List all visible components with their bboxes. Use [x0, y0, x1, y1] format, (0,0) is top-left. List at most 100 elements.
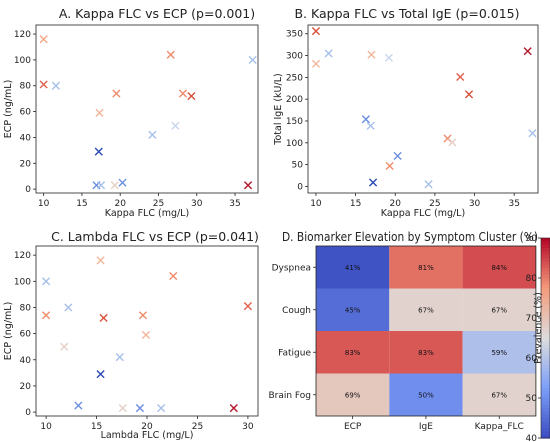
colorbar-tick-label: 90 [526, 234, 538, 244]
column-label: Kappa_FLC [475, 422, 524, 432]
column-label: ECP [344, 422, 362, 432]
scatter-point [41, 311, 51, 320]
colorbar-segment [541, 411, 550, 416]
colorbar-segment [541, 241, 550, 246]
panel-d-title: D. Biomarker Elevation by Symptom Cluste… [282, 229, 538, 244]
colorbar-segment [541, 284, 550, 289]
colorbar-segment [541, 394, 550, 399]
scatter-point [99, 313, 108, 323]
scatter-point [171, 121, 180, 130]
heatmap-cell [462, 288, 536, 331]
colorbar-segment [541, 294, 550, 299]
colorbar-segment [541, 324, 550, 329]
heatmap-cell [389, 373, 463, 416]
heatmap-cell [462, 331, 536, 374]
panel-b-scatter: B. Kappa FLC vs Total IgE (p=0.015) 10 15… [273, 6, 539, 219]
panel-b-y-ticks: 0 50 100 150 200 250 300 350 [286, 30, 308, 192]
colorbar-segment [541, 274, 550, 279]
x-tick-label: 10 [310, 199, 322, 209]
scatter-point [464, 90, 474, 99]
colorbar-segment [541, 328, 550, 332]
colorbar-segment [541, 418, 550, 422]
colorbar-segment [541, 381, 550, 386]
colorbar-segment [541, 251, 550, 256]
scatter-point [424, 180, 433, 189]
y-tick-label: 80 [20, 303, 32, 313]
panel-a-plot-area [35, 24, 259, 194]
colorbar-segment [541, 368, 550, 372]
scatter-point [528, 129, 537, 138]
panel-c-points [41, 256, 253, 413]
heatmap-cell-label: 69% [345, 391, 361, 399]
row-label: Fatigue [278, 348, 311, 358]
colorbar-segment [541, 434, 550, 439]
scatter-point [96, 181, 106, 190]
scatter-point [138, 311, 148, 320]
x-tick-label: 35 [229, 199, 240, 209]
colorbar-segment [541, 268, 550, 272]
colorbar-segment [541, 281, 550, 286]
colorbar-segment [541, 298, 550, 302]
heatmap-cell [462, 373, 536, 416]
colorbar-segment [541, 331, 550, 336]
heatmap-cell-label: 50% [418, 391, 434, 399]
scatter-point [311, 27, 321, 36]
y-tick-label: 350 [286, 30, 303, 40]
colorbar-segment [541, 308, 550, 312]
colorbar-segment [541, 341, 550, 346]
colorbar-tick-label: 60 [526, 354, 538, 364]
panel-b-x-ticks: 10 15 20 25 30 35 [310, 193, 520, 209]
heatmap-cell [389, 288, 463, 331]
colorbar-segment [541, 371, 550, 376]
row-label: Dyspnea [272, 263, 311, 273]
row-label: Brain Fog [268, 391, 311, 401]
panel-c-scatter: C. Lambda FLC vs ECP (p=0.041) 10 15 20 25 3… [3, 229, 259, 441]
colorbar-segment [541, 401, 550, 406]
scatter-point [94, 147, 103, 156]
panel-b-points [311, 27, 537, 189]
scatter-point [366, 121, 375, 130]
y-tick-label: 60 [20, 108, 32, 118]
panel-d-row-labels: Dyspnea Cough Fatigue Brain Fog [268, 263, 316, 401]
scatter-point [456, 72, 465, 82]
scatter-point [243, 302, 253, 311]
scatter-point [361, 115, 370, 124]
scatter-point [41, 277, 51, 286]
panel-a-points [39, 35, 257, 190]
colorbar-segment [541, 311, 550, 316]
panel-b-x-axis-label: Kappa FLC (mg/L) [381, 208, 465, 219]
panel-a-y-ticks: 0 20 40 60 80 100 120 [14, 30, 36, 195]
heatmap-cell [316, 288, 390, 331]
colorbar-segment [541, 278, 550, 282]
colorbar-segment [541, 248, 550, 252]
panel-d-colorbar-label: Prevalence (%) [533, 292, 544, 364]
y-tick-label: 0 [25, 408, 31, 418]
colorbar-segment [541, 428, 550, 432]
scatter-point [74, 401, 83, 410]
colorbar-segment [541, 361, 550, 366]
heatmap-cell [316, 373, 390, 416]
panel-b-title: B. Kappa FLC vs Total IgE (p=0.015) [294, 6, 519, 21]
scatter-point [110, 181, 119, 190]
panel-b-plot-area [307, 24, 539, 194]
scatter-point [60, 342, 69, 351]
panel-c-x-axis-label: Lambda FLC (mg/L) [101, 430, 194, 441]
y-tick-label: 120 [14, 30, 31, 40]
colorbar-tick-label: 40 [526, 434, 538, 442]
colorbar-segment [541, 291, 550, 296]
scatter-point [148, 130, 157, 139]
colorbar-segment [541, 384, 550, 389]
colorbar-segment [541, 304, 550, 309]
scatter-point [523, 47, 532, 56]
scatter-point [115, 353, 124, 362]
panel-c-y-axis-label: ECP (ng/mL) [3, 302, 14, 361]
x-tick-label: 10 [40, 422, 52, 432]
y-tick-label: 250 [286, 73, 303, 83]
scatter-point [166, 50, 175, 59]
x-tick-label: 30 [469, 199, 481, 209]
colorbar-segment [541, 334, 550, 339]
scatter-point [64, 303, 73, 312]
y-tick-label: 100 [286, 139, 303, 149]
x-tick-label: 20 [141, 422, 153, 432]
y-tick-label: 40 [20, 356, 32, 366]
